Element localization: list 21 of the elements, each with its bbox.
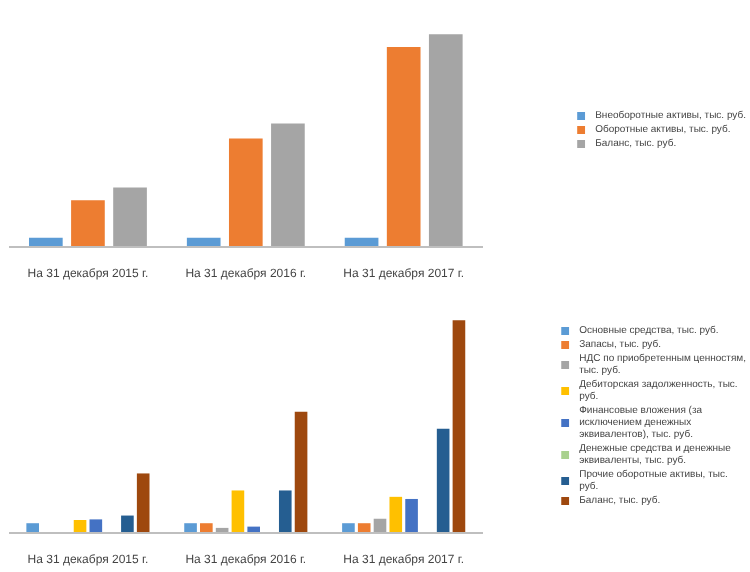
bar xyxy=(71,200,105,247)
bar xyxy=(294,411,308,533)
bar xyxy=(113,187,147,247)
bar xyxy=(231,490,245,533)
bar xyxy=(436,428,450,533)
bar xyxy=(386,47,421,247)
bar xyxy=(136,473,150,533)
bar xyxy=(405,498,418,533)
bar xyxy=(200,523,213,533)
bar xyxy=(26,523,39,533)
bar xyxy=(389,496,403,533)
bar xyxy=(342,523,355,533)
bar xyxy=(278,490,292,533)
bar xyxy=(452,320,466,533)
bar xyxy=(121,515,134,533)
bar xyxy=(89,519,103,533)
bar xyxy=(271,123,305,247)
bar xyxy=(357,523,371,533)
bar xyxy=(184,523,197,533)
bar xyxy=(228,138,263,247)
bar xyxy=(428,34,463,247)
